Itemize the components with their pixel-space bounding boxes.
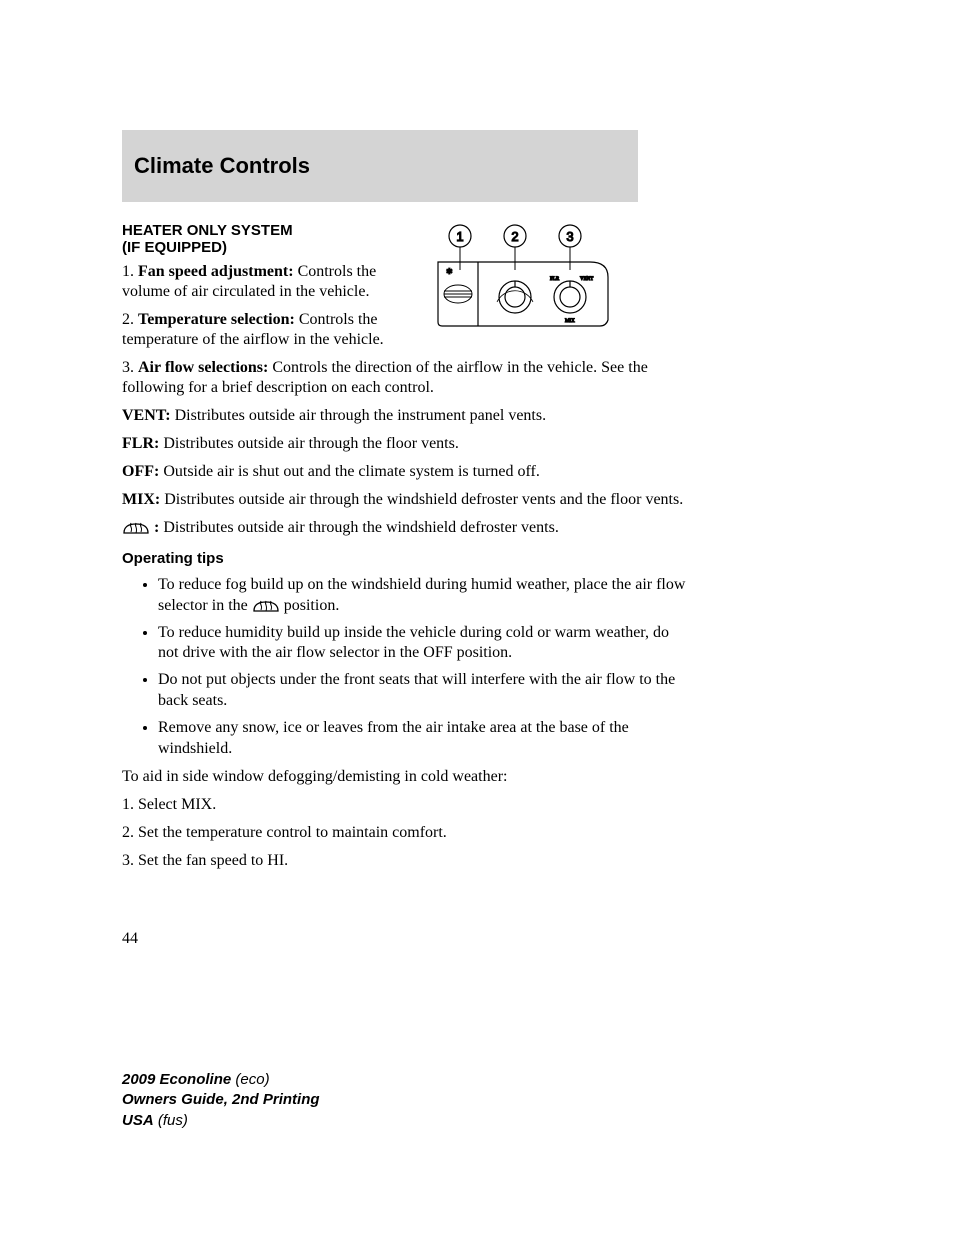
- step-2: 2. Set the temperature control to mainta…: [122, 823, 692, 843]
- tips-heading: Operating tips: [122, 550, 692, 567]
- item-2: 2. Temperature selection: Controls the t…: [122, 310, 412, 350]
- tip-2: To reduce humidity build up inside the v…: [158, 623, 692, 665]
- defrost-icon: [252, 597, 280, 615]
- mode-off: OFF: Outside air is shut out and the cli…: [122, 462, 692, 482]
- tip-3: Do not put objects under the front seats…: [158, 670, 692, 712]
- tips-list: To reduce fog build up on the windshield…: [122, 575, 692, 759]
- defrost-icon: [122, 519, 150, 537]
- content-area: HEATER ONLY SYSTEM (IF EQUIPPED) 1. Fan …: [122, 222, 692, 879]
- mode-mix: MIX: Distributes outside air through the…: [122, 490, 692, 510]
- item-1: 1. Fan speed adjustment: Controls the vo…: [122, 262, 412, 302]
- page-number: 44: [122, 930, 138, 948]
- footer: 2009 Econoline (eco) Owners Guide, 2nd P…: [122, 1070, 320, 1131]
- tip-1: To reduce fog build up on the windshield…: [158, 575, 692, 617]
- mode-vent: VENT: Distributes outside air through th…: [122, 406, 692, 426]
- step-1: 1. Select MIX.: [122, 795, 692, 815]
- section-heading: HEATER ONLY SYSTEM (IF EQUIPPED): [122, 222, 692, 256]
- mode-flr: FLR: Distributes outside air through the…: [122, 434, 692, 454]
- item-3: 3. Air flow selections: Controls the dir…: [122, 358, 692, 398]
- step-3: 3. Set the fan speed to HI.: [122, 851, 692, 871]
- mode-defrost: : Distributes outside air through the wi…: [122, 518, 692, 538]
- header-bar: Climate Controls: [122, 130, 638, 202]
- page-title: Climate Controls: [134, 153, 310, 179]
- tip-4: Remove any snow, ice or leaves from the …: [158, 718, 692, 760]
- defog-intro: To aid in side window defogging/demistin…: [122, 767, 692, 787]
